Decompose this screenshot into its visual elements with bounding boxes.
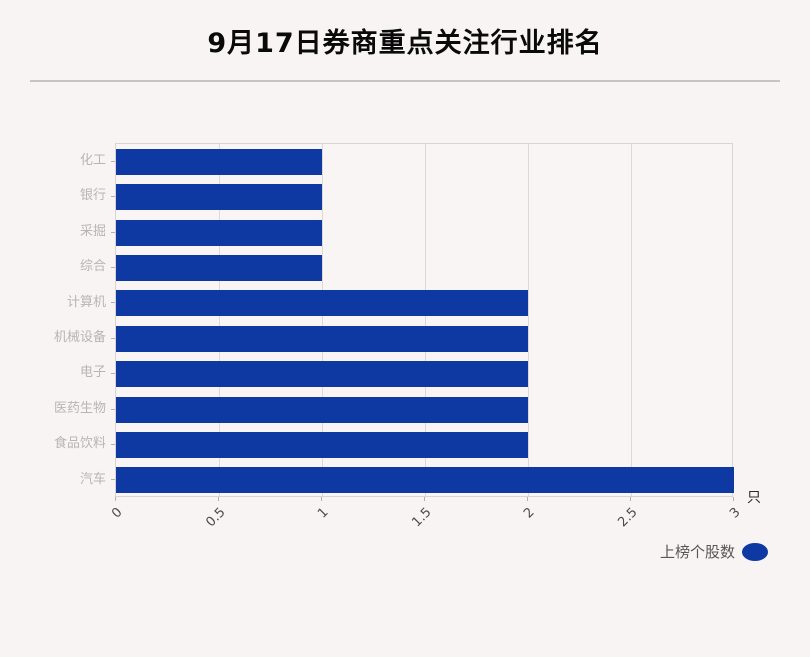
y-tick: [111, 443, 115, 445]
x-tick: [424, 497, 425, 501]
bar: [116, 290, 528, 317]
x-tick: [321, 497, 322, 501]
title-separator: [30, 80, 780, 82]
bar: [116, 254, 322, 281]
y-tick: [111, 337, 115, 339]
bar: [116, 361, 528, 388]
plot-area: [115, 143, 734, 497]
y-tick-label: 医药生物: [53, 400, 106, 416]
bar: [116, 467, 734, 494]
grid-line: [322, 144, 323, 496]
legend-marker-icon: [742, 542, 768, 561]
y-tick-label: 化工: [79, 153, 106, 168]
y-tick-label: 综合: [79, 259, 106, 275]
x-tick: [630, 497, 631, 501]
grid-line: [425, 144, 426, 496]
bar: [116, 219, 322, 246]
y-tick: [111, 266, 115, 268]
grid-line: [528, 144, 529, 496]
legend-label: 上榜个股数: [659, 543, 735, 561]
y-tick: [111, 479, 115, 481]
bar: [116, 431, 528, 458]
y-tick: [111, 196, 115, 198]
y-tick: [111, 231, 115, 233]
x-tick: [218, 497, 219, 501]
bar: [116, 325, 528, 352]
y-tick-label: 银行: [79, 188, 106, 204]
y-tick-label: 汽车: [79, 471, 106, 487]
y-tick-label: 食品饮料: [53, 436, 106, 452]
y-tick: [111, 373, 115, 375]
axis-unit-label: 只: [747, 490, 761, 506]
x-tick: [733, 497, 734, 501]
y-tick-label: 采掘: [79, 223, 106, 239]
y-tick-label: 电子: [79, 365, 106, 381]
y-tick-label: 机械设备: [53, 330, 106, 345]
bar: [116, 148, 322, 175]
chart-title: 9月17日券商重点关注行业排名: [207, 28, 603, 59]
bar: [116, 396, 528, 423]
grid-line: [219, 144, 220, 496]
y-tick: [111, 302, 115, 304]
bar: [116, 184, 322, 211]
x-tick: [527, 497, 528, 501]
grid-line: [631, 144, 632, 496]
y-tick: [111, 408, 115, 410]
y-tick-label: 计算机: [66, 294, 106, 310]
chart-page: 9月17日券商重点关注行业排名 化工银行采掘综合计算机机械设备电子医药生物食品饮…: [30, 28, 780, 562]
y-tick: [111, 160, 115, 162]
legend: 上榜个股数: [660, 541, 768, 562]
x-tick: [115, 497, 116, 501]
